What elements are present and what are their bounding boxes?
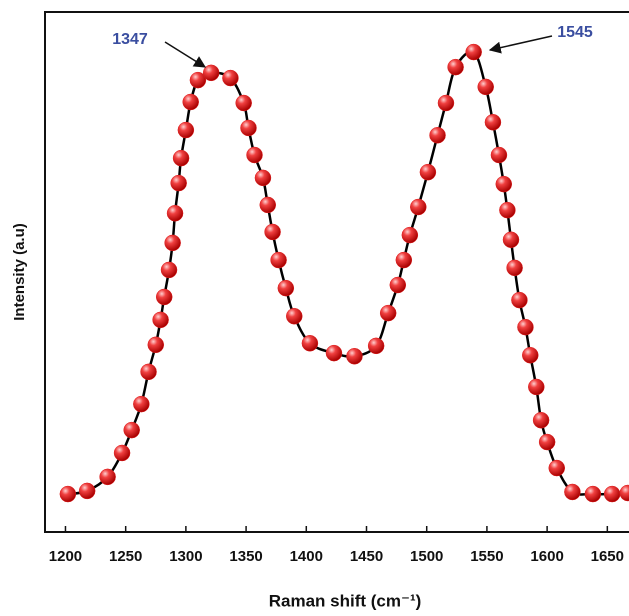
data-point [619,484,629,502]
data-point [147,336,165,354]
data-point [506,259,523,277]
data-point [277,279,295,297]
data-point [160,261,178,279]
data-point [113,444,131,462]
data-point [548,459,566,477]
data-point [240,119,257,137]
data-point [264,223,281,241]
data-point [140,363,157,381]
data-point [532,411,550,429]
data-point [538,433,556,451]
x-tick-label: 1650 [591,548,624,565]
data-point [133,395,150,413]
data-point [379,304,397,322]
data-point [517,318,534,336]
data-point [170,174,187,192]
data-point [584,485,602,503]
data-point [202,64,220,82]
data-point [484,113,502,131]
data-point [495,175,513,193]
data-point [603,485,621,503]
x-tick-label: 1300 [169,548,202,565]
data-point [401,226,419,244]
data-point [182,93,199,111]
data-point [395,251,413,269]
data-point [419,163,437,181]
data-point [429,126,446,144]
data-point [367,337,385,355]
x-axis-label: Raman shift (cm⁻¹) [269,591,422,610]
x-tick-label: 1400 [290,548,323,565]
data-point [270,251,287,269]
data-point [246,146,263,164]
data-point [189,71,207,89]
data-point [564,483,581,501]
data-point [172,149,190,167]
annotation-arrow [488,35,553,54]
data-point [522,346,539,364]
data-point [477,78,494,96]
data-point [346,347,363,365]
data-point [59,485,77,503]
data-point [164,234,181,252]
data-point [166,204,184,222]
data-point [325,344,343,362]
x-tick-label: 1600 [530,548,563,565]
data-point [502,231,520,249]
data-point [177,121,195,139]
x-tick-label: 1350 [229,548,262,565]
x-tick-label: 1200 [49,548,82,565]
data-point [528,378,545,396]
data-point [410,198,427,216]
fit-line [67,50,628,496]
data-point [222,69,239,87]
data-point [389,276,407,294]
data-point [99,468,116,486]
data-point [254,169,272,187]
data-point [490,146,508,164]
data-point [155,288,173,306]
data-point [301,334,319,352]
data-point [78,482,96,500]
data-point [152,311,169,329]
x-tick-label: 1550 [470,548,503,565]
data-point [511,291,528,309]
data-point [235,94,252,112]
annotation: 1347 [112,31,148,48]
plot-frame [44,11,629,533]
x-tick-label: 1500 [410,548,443,565]
data-point [437,94,455,112]
data-point [286,307,303,325]
x-tick-label: 1450 [350,548,383,565]
annotation-arrow [164,41,207,68]
x-tick-label: 1250 [109,548,142,565]
annotation: 1545 [557,24,593,41]
data-point [499,201,516,219]
data-point [447,58,464,76]
y-axis-label: Intensity (a.u) [11,223,28,321]
data-point [259,196,277,214]
data-point [123,421,140,439]
data-point [465,43,482,61]
